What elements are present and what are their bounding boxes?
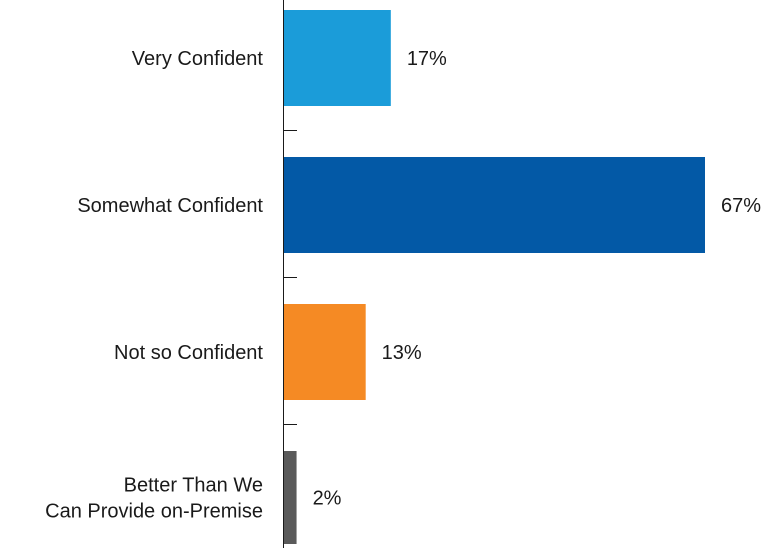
category-label: Somewhat Confident (77, 195, 263, 217)
category-label: Very Confident (132, 48, 264, 70)
bar (284, 304, 366, 400)
category-axis (283, 0, 297, 548)
data-label: 13% (382, 342, 422, 364)
data-label: 67% (721, 195, 761, 217)
category-label: Not so Confident (114, 342, 263, 364)
bar (284, 10, 391, 106)
bar (284, 451, 297, 544)
category-label: Better Than We Can Provide on-Premise (45, 475, 263, 523)
labels-layer: 17% Very Confident 67% Somewhat Confident 13… (45, 48, 761, 523)
data-label: 2% (313, 488, 342, 510)
bars-layer (284, 10, 705, 544)
bar (284, 157, 705, 253)
data-label: 17% (407, 48, 447, 70)
